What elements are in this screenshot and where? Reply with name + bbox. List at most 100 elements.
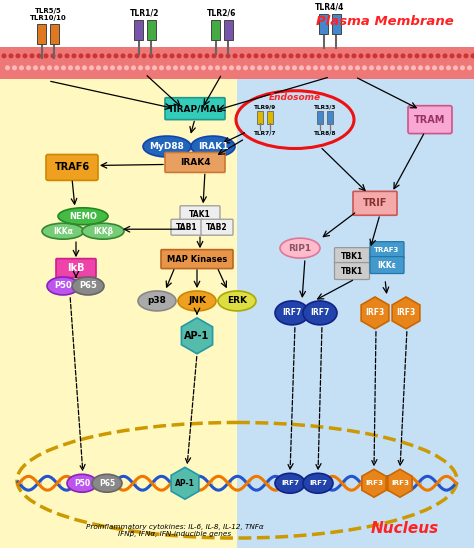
FancyBboxPatch shape	[370, 242, 404, 259]
Ellipse shape	[178, 291, 216, 311]
Text: p38: p38	[147, 296, 166, 305]
Ellipse shape	[254, 53, 258, 58]
Ellipse shape	[138, 65, 143, 70]
Text: IkB: IkB	[67, 263, 85, 273]
Text: TAB1: TAB1	[176, 222, 198, 232]
Text: AP-1: AP-1	[184, 331, 210, 341]
FancyBboxPatch shape	[257, 111, 263, 124]
Text: IRF3: IRF3	[365, 480, 383, 486]
Ellipse shape	[411, 65, 416, 70]
Ellipse shape	[439, 65, 444, 70]
FancyBboxPatch shape	[224, 20, 233, 40]
Ellipse shape	[401, 53, 405, 58]
Ellipse shape	[414, 53, 419, 58]
Ellipse shape	[120, 53, 126, 58]
Ellipse shape	[92, 53, 98, 58]
Text: TRAF6: TRAF6	[55, 162, 90, 173]
Text: TAK1: TAK1	[189, 210, 211, 219]
Ellipse shape	[330, 53, 336, 58]
Ellipse shape	[334, 65, 339, 70]
Text: P65: P65	[99, 479, 115, 488]
Text: TLR1/2: TLR1/2	[130, 8, 160, 17]
Ellipse shape	[261, 53, 265, 58]
Text: IRF3: IRF3	[365, 309, 384, 317]
FancyBboxPatch shape	[161, 250, 233, 269]
Ellipse shape	[306, 65, 311, 70]
Text: TIRAP/MAL: TIRAP/MAL	[167, 104, 223, 113]
Ellipse shape	[317, 53, 321, 58]
FancyBboxPatch shape	[332, 14, 341, 34]
Text: IKKα: IKKα	[53, 227, 73, 236]
FancyBboxPatch shape	[56, 259, 96, 277]
Ellipse shape	[16, 53, 20, 58]
Ellipse shape	[292, 65, 297, 70]
Text: IRF3: IRF3	[396, 309, 416, 317]
Ellipse shape	[191, 53, 195, 58]
Ellipse shape	[29, 53, 35, 58]
Ellipse shape	[124, 65, 129, 70]
Text: TLR2/6: TLR2/6	[207, 8, 237, 17]
Ellipse shape	[26, 65, 31, 70]
Ellipse shape	[274, 53, 280, 58]
Bar	[237, 47, 474, 548]
Ellipse shape	[47, 277, 79, 295]
Ellipse shape	[383, 65, 388, 70]
Text: JNK: JNK	[188, 296, 206, 305]
Ellipse shape	[135, 53, 139, 58]
FancyBboxPatch shape	[335, 262, 370, 279]
Text: TLR5/5: TLR5/5	[35, 8, 61, 14]
Text: IRAK1: IRAK1	[198, 142, 228, 151]
Ellipse shape	[239, 53, 245, 58]
FancyBboxPatch shape	[171, 219, 203, 235]
Ellipse shape	[365, 53, 371, 58]
Ellipse shape	[183, 53, 189, 58]
Ellipse shape	[418, 65, 423, 70]
Text: IRF7: IRF7	[281, 480, 299, 486]
Ellipse shape	[75, 65, 80, 70]
FancyBboxPatch shape	[201, 219, 233, 235]
Text: IRAK4: IRAK4	[180, 158, 210, 167]
Text: IRF7: IRF7	[283, 309, 301, 317]
Ellipse shape	[204, 53, 210, 58]
Text: ERK: ERK	[227, 296, 247, 305]
Text: P50: P50	[54, 282, 72, 290]
Ellipse shape	[289, 53, 293, 58]
Ellipse shape	[187, 65, 192, 70]
FancyBboxPatch shape	[180, 206, 220, 222]
Ellipse shape	[61, 65, 66, 70]
Text: Nucleus: Nucleus	[371, 521, 439, 535]
Ellipse shape	[428, 53, 434, 58]
Ellipse shape	[173, 65, 178, 70]
Ellipse shape	[229, 65, 234, 70]
Ellipse shape	[47, 65, 52, 70]
Ellipse shape	[103, 65, 108, 70]
Ellipse shape	[176, 53, 182, 58]
Ellipse shape	[275, 301, 309, 325]
FancyBboxPatch shape	[319, 14, 328, 34]
Ellipse shape	[208, 65, 213, 70]
FancyBboxPatch shape	[37, 24, 46, 44]
Ellipse shape	[313, 65, 318, 70]
Ellipse shape	[471, 53, 474, 58]
Ellipse shape	[155, 53, 161, 58]
Ellipse shape	[397, 65, 402, 70]
Text: TBK1: TBK1	[341, 266, 363, 276]
Ellipse shape	[215, 65, 220, 70]
Ellipse shape	[358, 53, 364, 58]
Text: TLR8/8: TLR8/8	[314, 130, 336, 135]
Ellipse shape	[425, 65, 430, 70]
Ellipse shape	[131, 65, 136, 70]
FancyBboxPatch shape	[50, 24, 59, 44]
Ellipse shape	[355, 65, 360, 70]
Ellipse shape	[327, 65, 332, 70]
Ellipse shape	[100, 53, 104, 58]
Ellipse shape	[369, 65, 374, 70]
FancyBboxPatch shape	[46, 155, 98, 180]
Ellipse shape	[456, 53, 462, 58]
FancyBboxPatch shape	[408, 106, 452, 134]
Ellipse shape	[33, 65, 38, 70]
Ellipse shape	[82, 65, 87, 70]
Ellipse shape	[376, 65, 381, 70]
Ellipse shape	[9, 53, 13, 58]
Ellipse shape	[79, 53, 83, 58]
